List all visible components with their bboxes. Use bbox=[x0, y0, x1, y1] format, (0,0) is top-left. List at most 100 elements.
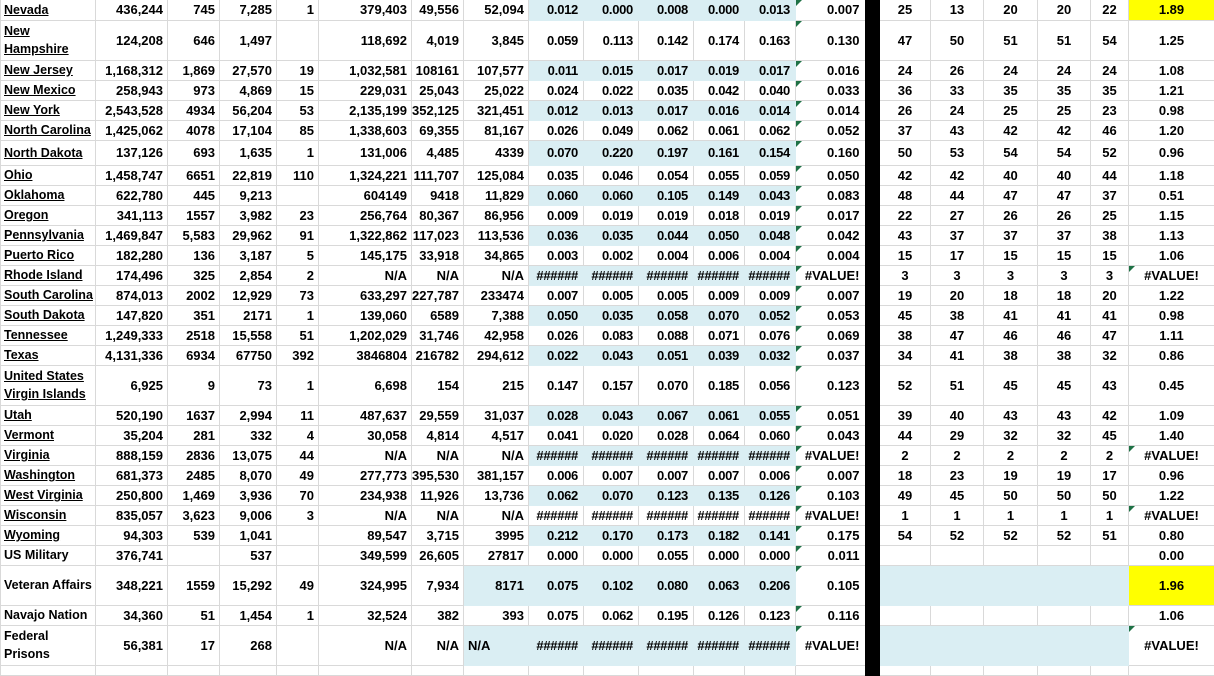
count-cell[interactable]: 2,854 bbox=[220, 265, 277, 285]
score-cell[interactable]: 1.18 bbox=[1129, 165, 1214, 185]
count-cell[interactable]: 145,175 bbox=[319, 245, 412, 265]
count-cell[interactable]: 3846804 bbox=[319, 345, 412, 365]
rank-cell[interactable]: 25 bbox=[1038, 100, 1091, 120]
rate-avg-cell[interactable]: #VALUE! bbox=[796, 445, 866, 465]
rank-cell[interactable]: 43 bbox=[931, 120, 984, 140]
rate-cell[interactable]: 0.062 bbox=[745, 120, 796, 140]
rate-cell[interactable]: 0.105 bbox=[639, 185, 694, 205]
score-cell[interactable]: 1.89 bbox=[1129, 0, 1214, 20]
rank-cell[interactable]: 42 bbox=[880, 165, 931, 185]
count-cell[interactable] bbox=[412, 665, 464, 675]
rate-cell[interactable]: 0.048 bbox=[745, 225, 796, 245]
rate-cell[interactable]: 0.035 bbox=[584, 225, 639, 245]
state-cell[interactable]: New Jersey bbox=[1, 60, 96, 80]
count-cell[interactable]: N/A bbox=[319, 625, 412, 665]
count-cell[interactable]: 1,458,747 bbox=[96, 165, 168, 185]
rank-cell[interactable] bbox=[984, 625, 1038, 665]
rate-avg-cell[interactable]: 0.037 bbox=[796, 345, 866, 365]
count-cell[interactable]: 4 bbox=[277, 425, 319, 445]
rate-cell[interactable]: ###### bbox=[694, 505, 745, 525]
rate-cell[interactable]: 0.005 bbox=[639, 285, 694, 305]
rank-cell[interactable]: 26 bbox=[1038, 205, 1091, 225]
count-cell[interactable] bbox=[277, 625, 319, 665]
rate-cell[interactable]: 0.046 bbox=[584, 165, 639, 185]
count-cell[interactable]: 29,962 bbox=[220, 225, 277, 245]
rank-cell[interactable]: 54 bbox=[984, 140, 1038, 165]
count-cell[interactable]: 17 bbox=[168, 625, 220, 665]
rate-cell[interactable]: ###### bbox=[639, 445, 694, 465]
count-cell[interactable]: 30,058 bbox=[319, 425, 412, 445]
state-cell[interactable]: Oregon bbox=[1, 205, 96, 225]
score-cell[interactable]: 1.15 bbox=[1129, 205, 1214, 225]
rank-cell[interactable]: 42 bbox=[984, 120, 1038, 140]
count-cell[interactable]: 108161 bbox=[412, 60, 464, 80]
count-cell[interactable]: 4934 bbox=[168, 100, 220, 120]
count-cell[interactable]: 23 bbox=[277, 205, 319, 225]
count-cell[interactable]: N/A bbox=[412, 505, 464, 525]
rate-cell[interactable]: 0.070 bbox=[529, 140, 584, 165]
state-cell[interactable]: New Hampshire bbox=[1, 20, 96, 60]
score-cell[interactable]: 0.96 bbox=[1129, 140, 1214, 165]
rank-cell[interactable]: 17 bbox=[931, 245, 984, 265]
rank-cell[interactable]: 29 bbox=[931, 425, 984, 445]
rank-cell[interactable]: 1 bbox=[1091, 505, 1129, 525]
count-cell[interactable]: 7,388 bbox=[464, 305, 529, 325]
rate-cell[interactable]: 0.009 bbox=[745, 285, 796, 305]
state-cell[interactable]: Virginia bbox=[1, 445, 96, 465]
rate-cell[interactable]: 0.061 bbox=[694, 405, 745, 425]
state-cell[interactable]: Veteran Affairs bbox=[1, 565, 96, 605]
count-cell[interactable]: 136 bbox=[168, 245, 220, 265]
rate-avg-cell[interactable]: 0.105 bbox=[796, 565, 866, 605]
rate-cell[interactable]: 0.009 bbox=[529, 205, 584, 225]
rank-cell[interactable]: 34 bbox=[880, 345, 931, 365]
count-cell[interactable]: 67750 bbox=[220, 345, 277, 365]
count-cell[interactable]: 9 bbox=[168, 365, 220, 405]
count-cell[interactable]: 2171 bbox=[220, 305, 277, 325]
count-cell[interactable]: 73 bbox=[277, 285, 319, 305]
rate-cell[interactable]: 0.006 bbox=[694, 245, 745, 265]
rate-cell[interactable]: 0.008 bbox=[639, 0, 694, 20]
rank-cell[interactable]: 41 bbox=[931, 345, 984, 365]
rank-cell[interactable]: 23 bbox=[1091, 100, 1129, 120]
rate-cell[interactable]: 0.195 bbox=[639, 605, 694, 625]
count-cell[interactable]: 86,956 bbox=[464, 205, 529, 225]
rate-cell[interactable]: 0.044 bbox=[639, 225, 694, 245]
rate-cell[interactable]: ###### bbox=[639, 505, 694, 525]
state-cell[interactable]: Pennsylvania bbox=[1, 225, 96, 245]
count-cell[interactable]: 539 bbox=[168, 525, 220, 545]
count-cell[interactable]: 395,530 bbox=[412, 465, 464, 485]
rate-cell[interactable]: 0.041 bbox=[529, 425, 584, 445]
rate-cell[interactable]: 0.004 bbox=[745, 245, 796, 265]
rate-avg-cell[interactable]: 0.103 bbox=[796, 485, 866, 505]
count-cell[interactable]: 1,635 bbox=[220, 140, 277, 165]
count-cell[interactable]: 341,113 bbox=[96, 205, 168, 225]
rank-cell[interactable]: 50 bbox=[984, 485, 1038, 505]
count-cell[interactable]: 234,938 bbox=[319, 485, 412, 505]
state-cell[interactable]: Rhode Island bbox=[1, 265, 96, 285]
rank-cell[interactable]: 47 bbox=[1038, 185, 1091, 205]
count-cell[interactable]: 2518 bbox=[168, 325, 220, 345]
rank-cell[interactable]: 35 bbox=[1038, 80, 1091, 100]
rate-cell[interactable]: 0.015 bbox=[584, 60, 639, 80]
rate-cell[interactable]: 0.000 bbox=[529, 545, 584, 565]
rate-cell[interactable]: 0.019 bbox=[694, 60, 745, 80]
rank-cell[interactable]: 46 bbox=[984, 325, 1038, 345]
rank-cell[interactable] bbox=[1038, 625, 1091, 665]
rate-cell[interactable]: 0.102 bbox=[584, 565, 639, 605]
score-cell[interactable]: #VALUE! bbox=[1129, 505, 1214, 525]
count-cell[interactable]: 215 bbox=[464, 365, 529, 405]
score-cell[interactable]: 1.22 bbox=[1129, 485, 1214, 505]
score-cell[interactable]: 1.40 bbox=[1129, 425, 1214, 445]
rate-cell[interactable]: 0.017 bbox=[745, 60, 796, 80]
count-cell[interactable]: 111,707 bbox=[412, 165, 464, 185]
count-cell[interactable]: 7,285 bbox=[220, 0, 277, 20]
count-cell[interactable]: 487,637 bbox=[319, 405, 412, 425]
count-cell[interactable]: 49,556 bbox=[412, 0, 464, 20]
count-cell[interactable]: 693 bbox=[168, 140, 220, 165]
count-cell[interactable]: 174,496 bbox=[96, 265, 168, 285]
count-cell[interactable]: 2836 bbox=[168, 445, 220, 465]
rate-cell[interactable]: 0.028 bbox=[639, 425, 694, 445]
rank-cell[interactable]: 15 bbox=[1091, 245, 1129, 265]
rate-cell[interactable]: 0.000 bbox=[694, 545, 745, 565]
state-cell[interactable]: South Dakota bbox=[1, 305, 96, 325]
